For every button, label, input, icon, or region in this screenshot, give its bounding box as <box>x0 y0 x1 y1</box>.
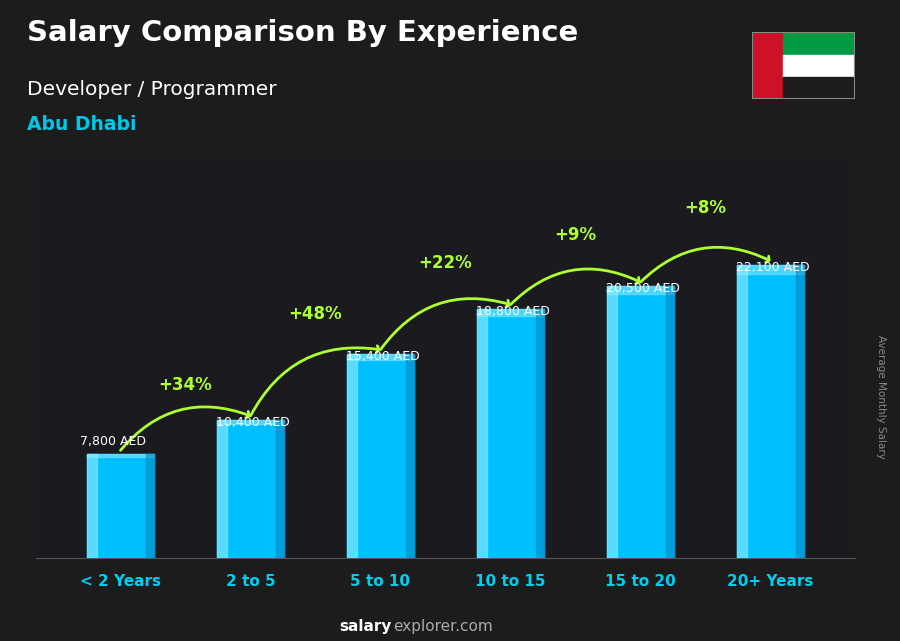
Bar <box>146 454 154 558</box>
Text: 18,800 AED: 18,800 AED <box>476 304 550 318</box>
Bar <box>666 286 674 558</box>
Bar <box>86 454 97 558</box>
Text: 15,400 AED: 15,400 AED <box>346 350 420 363</box>
Text: Average Monthly Salary: Average Monthly Salary <box>877 335 886 460</box>
Bar <box>752 32 782 99</box>
Bar <box>782 32 855 54</box>
Text: 7,800 AED: 7,800 AED <box>80 435 146 447</box>
Bar <box>737 265 747 558</box>
Bar <box>477 308 544 316</box>
Bar <box>86 454 154 558</box>
Text: +22%: +22% <box>418 254 472 272</box>
Bar <box>346 354 356 558</box>
Bar <box>217 420 227 558</box>
Bar <box>477 308 544 558</box>
Bar <box>276 420 284 558</box>
Bar <box>477 308 487 558</box>
Text: Developer / Programmer: Developer / Programmer <box>27 80 276 99</box>
Bar <box>217 420 284 424</box>
Bar <box>536 308 544 558</box>
Text: salary: salary <box>339 619 392 635</box>
Bar <box>406 354 414 558</box>
Text: Salary Comparison By Experience: Salary Comparison By Experience <box>27 19 578 47</box>
Bar <box>346 354 414 558</box>
Text: 20,500 AED: 20,500 AED <box>607 282 680 295</box>
Bar <box>86 454 154 458</box>
Text: +8%: +8% <box>685 199 726 217</box>
Bar <box>607 286 674 294</box>
Text: 22,100 AED: 22,100 AED <box>736 261 810 274</box>
Text: +48%: +48% <box>289 304 342 322</box>
Text: +34%: +34% <box>158 376 212 394</box>
Bar <box>607 286 674 558</box>
Bar <box>782 54 855 77</box>
Bar <box>782 77 855 99</box>
Text: +9%: +9% <box>554 226 597 244</box>
Text: 10,400 AED: 10,400 AED <box>216 416 290 429</box>
Bar <box>737 265 805 558</box>
Bar <box>737 265 805 274</box>
Text: Abu Dhabi: Abu Dhabi <box>27 115 137 135</box>
Bar <box>217 420 284 558</box>
Bar <box>607 286 616 558</box>
Text: explorer.com: explorer.com <box>393 619 493 635</box>
Bar <box>796 265 805 558</box>
Bar <box>346 354 414 360</box>
